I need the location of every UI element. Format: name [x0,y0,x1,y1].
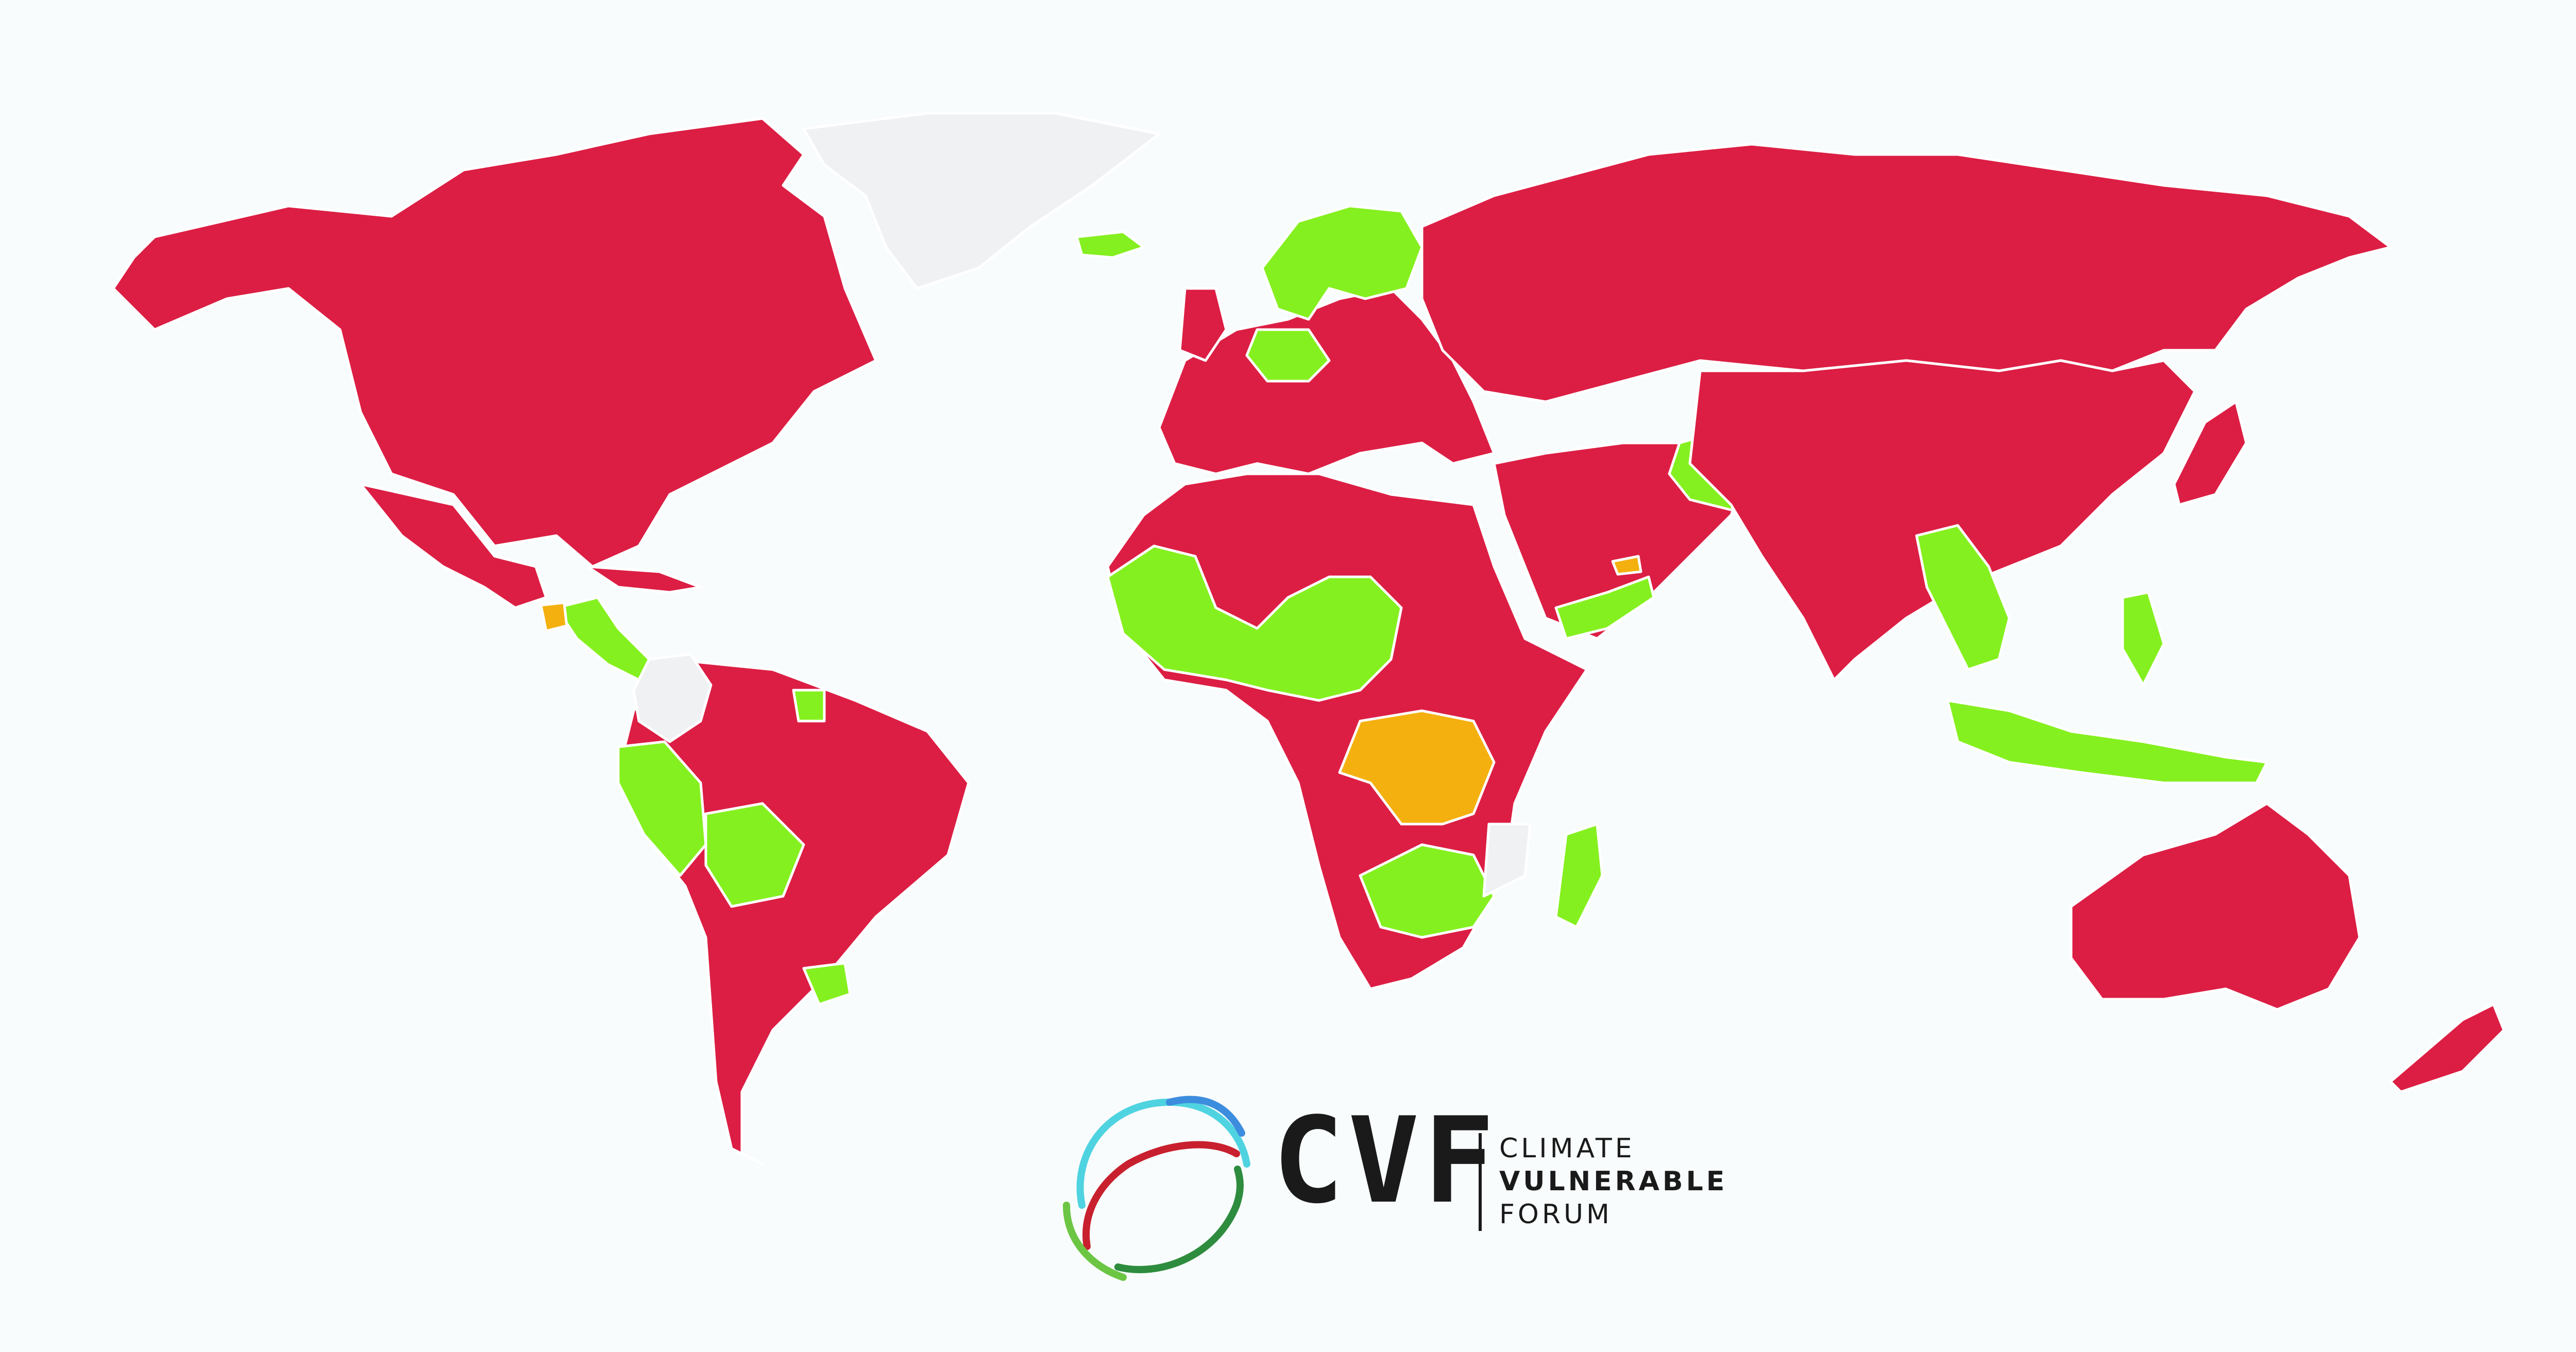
region-greenland [802,112,1161,290]
cvf-logo: CVF CLIMATE VULNERABLE FORUM [1046,1071,1767,1288]
region-scandinavia [1261,204,1423,321]
region-bolivia [704,802,805,908]
region-uruguay [802,962,852,1006]
region-guatemala [539,601,568,632]
region-guyana [792,689,826,723]
cvf-globe-icon [1063,1096,1250,1281]
region-yemen [1554,575,1655,640]
region-mozambique [1482,823,1532,898]
region-new-zealand [2389,1003,2505,1093]
region-uk [1178,287,1228,362]
region-philippines [2121,591,2165,687]
region-uae [1611,555,1642,576]
logo-line-climate: CLIMATE [1499,1133,1635,1164]
region-madagascar [1554,823,1604,929]
region-southeast-asia [1915,524,2011,671]
region-caribbean [586,565,702,594]
region-asia [1688,359,2196,681]
logo-divider [1479,1133,1482,1231]
region-west-africa [1106,544,1403,702]
region-drc [1338,709,1496,826]
logo-line-forum: FORUM [1499,1199,1613,1230]
region-germany [1245,328,1331,383]
region-indonesia [1946,699,2268,784]
region-japan [2173,400,2248,506]
region-central-america [555,596,651,681]
region-europe [1158,287,1496,475]
region-russia [1420,143,2392,403]
region-southern-africa [1359,843,1496,939]
region-north-america [112,117,877,568]
region-iceland [1075,230,1145,259]
region-peru [617,740,707,877]
logo-text: CLIMATE VULNERABLE FORUM [1499,1132,1727,1231]
logo-abbreviation: CVF [1273,1092,1499,1230]
region-colombia [632,653,713,743]
region-australia [2070,802,2361,1011]
region-north-america-mexico [359,483,548,609]
logo-line-vulnerable: VULNERABLE [1499,1166,1728,1197]
